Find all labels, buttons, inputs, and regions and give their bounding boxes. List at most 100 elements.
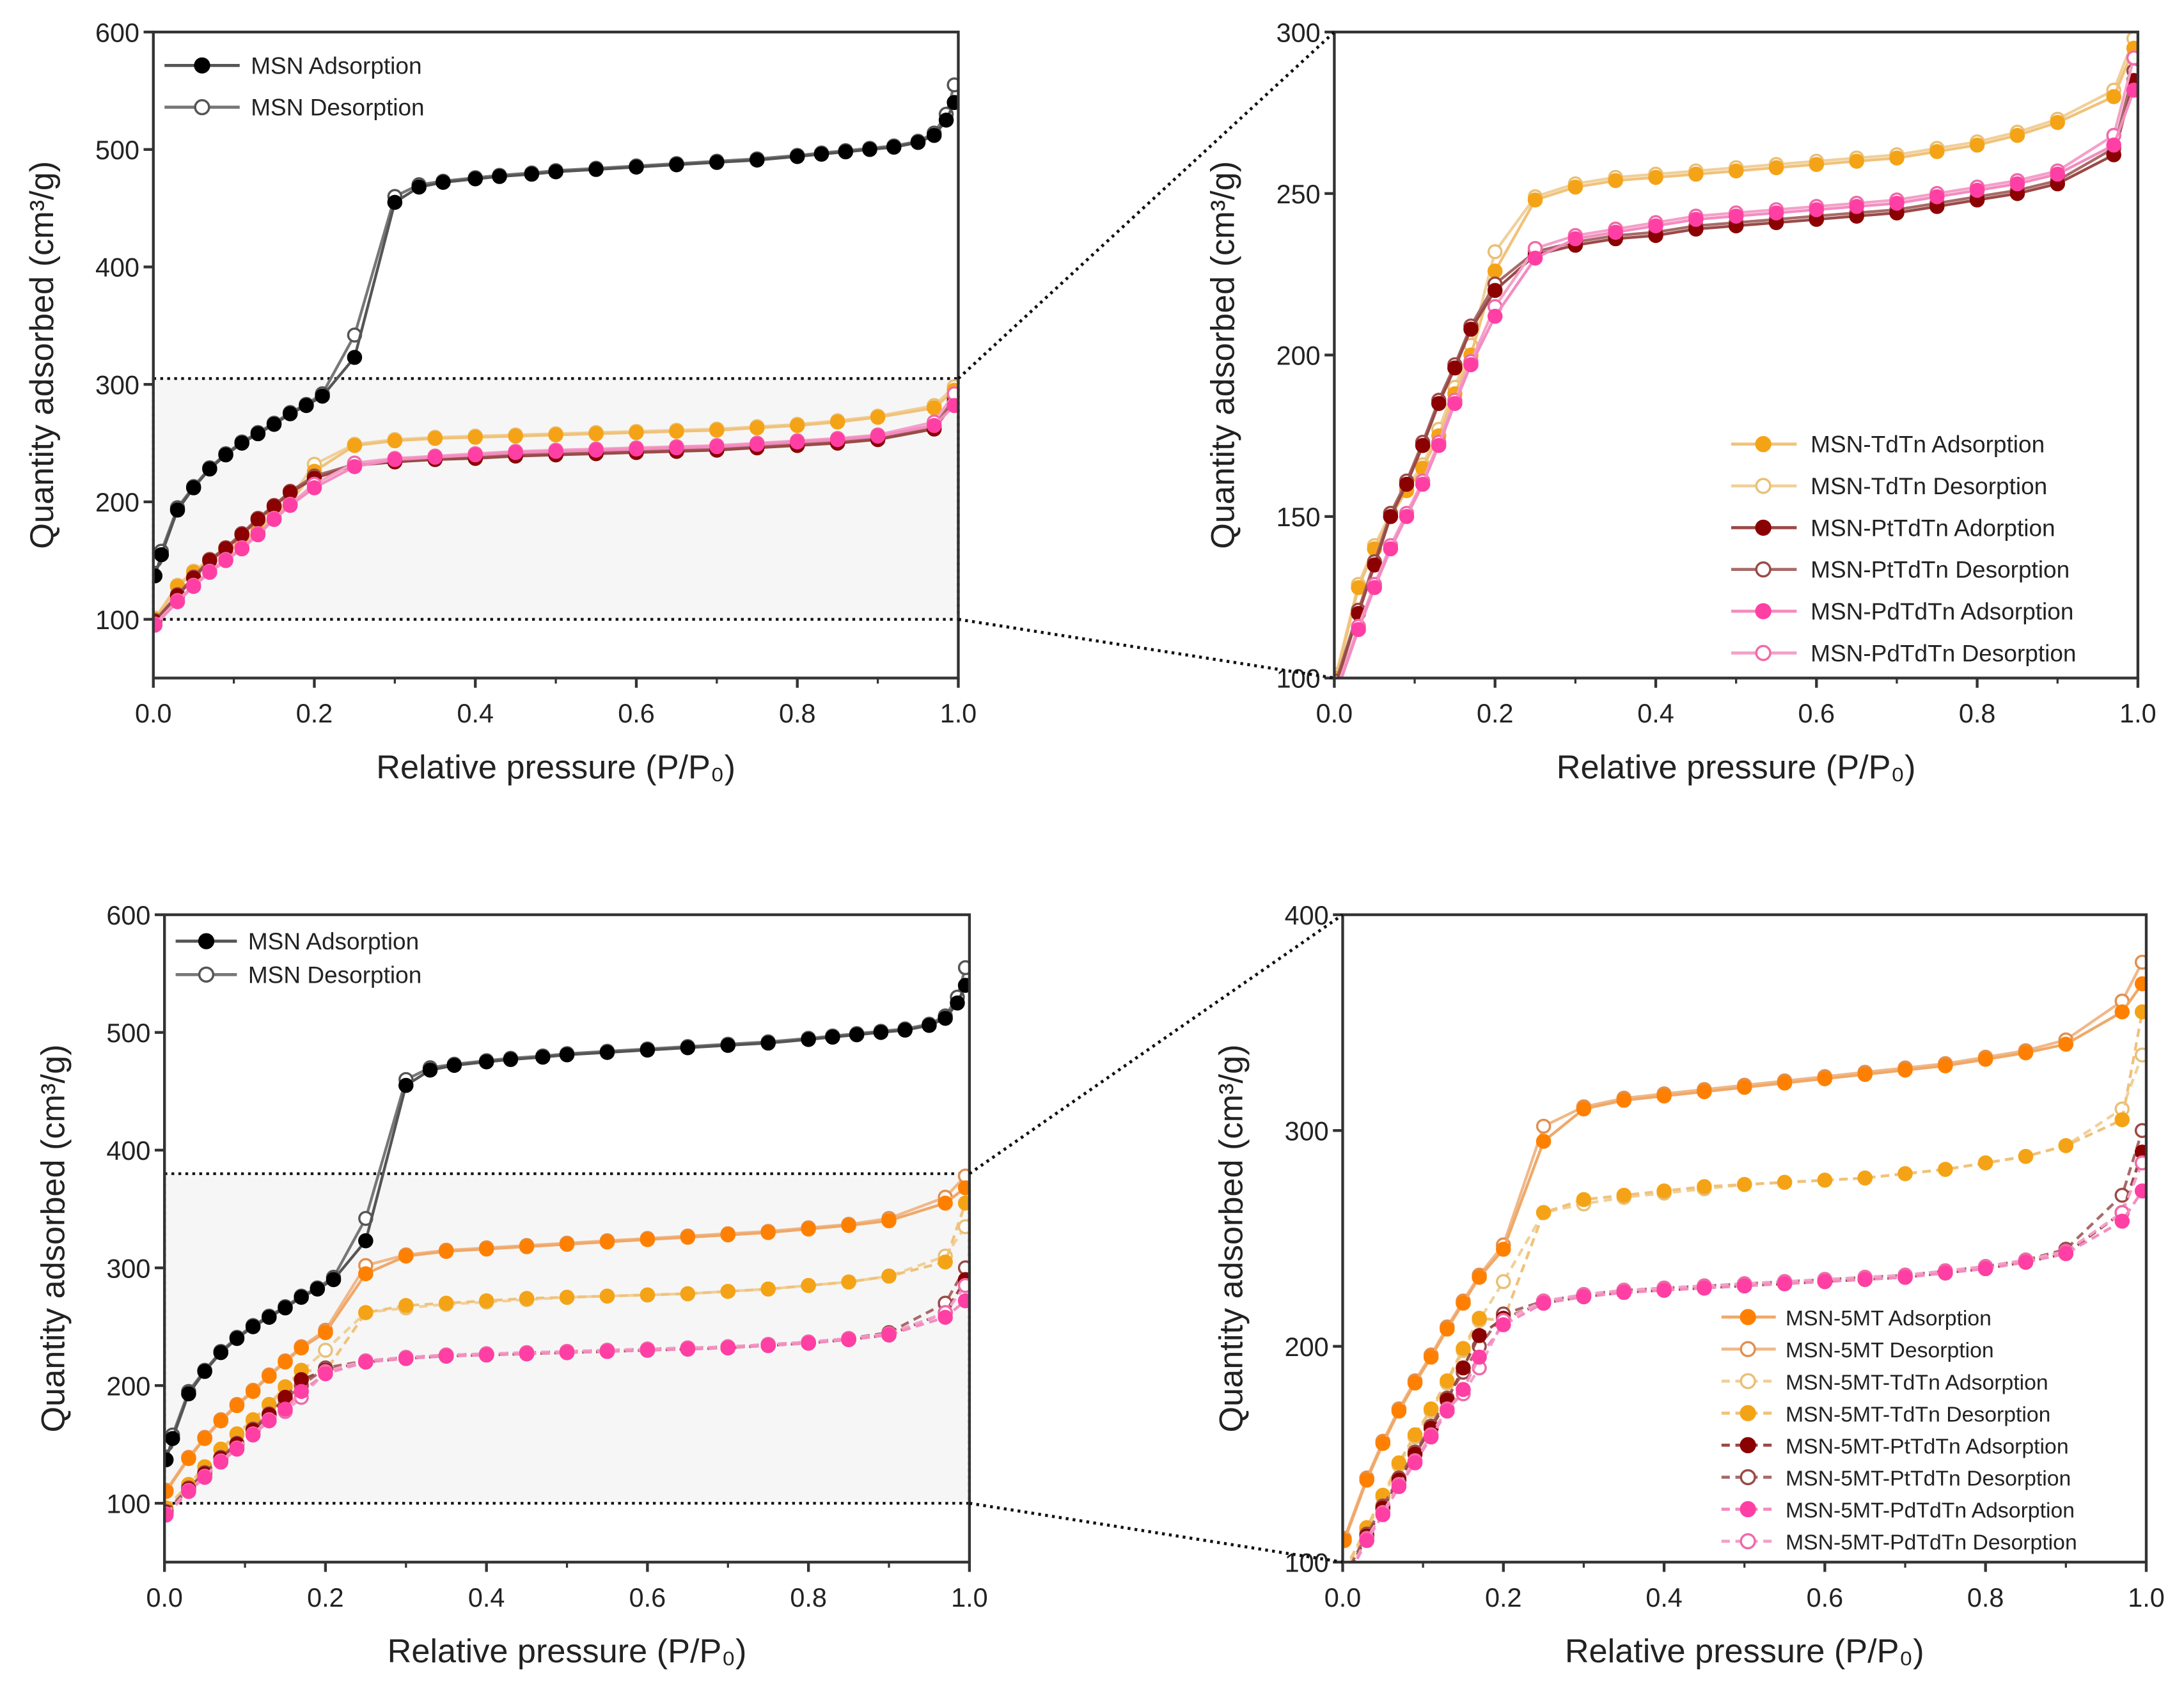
data-point-msn_ads (801, 1032, 816, 1047)
data-point-msn_ads (181, 1386, 196, 1401)
data-point-pd_ads (548, 444, 563, 459)
legend-item: MSN-5MT-PtTdTn Desorption (1721, 1467, 2071, 1491)
data-point-mt_ads (1616, 1093, 1632, 1108)
data-point-mttd_des (680, 1286, 696, 1302)
data-point-mtpd_ads (841, 1332, 856, 1348)
data-point-mt_ads (640, 1232, 656, 1247)
legend-item: MSN Desorption (175, 961, 421, 988)
data-point-mtpd_ads (720, 1340, 736, 1355)
data-point-mt_ads (245, 1384, 261, 1400)
series-line-msn_ads (164, 985, 967, 1460)
legend-marker (1755, 436, 1772, 453)
legend-item: MSN Desorption (164, 94, 425, 121)
data-point-mtpd_ads (1857, 1272, 1873, 1287)
data-point-msn_ads (559, 1047, 575, 1063)
data-point-mtpt_ads (1456, 1360, 1471, 1376)
data-point-pd_ads (789, 434, 805, 450)
data-point-msn_ads (347, 350, 363, 365)
data-point-mttd_des (2058, 1138, 2074, 1153)
data-point-tdtn_ads (1527, 192, 1543, 208)
data-point-mttd_des (881, 1268, 897, 1284)
data-point-pd_ads (1688, 212, 1704, 227)
data-point-mt_des (1536, 1118, 1552, 1134)
legend-label: MSN-5MT-TdTn Desorption (1786, 1402, 2050, 1426)
data-point-pt_ads (1415, 437, 1431, 453)
y-tick-label: 400 (106, 1136, 150, 1166)
data-point-pt_ads (1399, 476, 1415, 492)
data-point-mt_ads (1576, 1101, 1592, 1117)
data-point-msn_ads (813, 146, 829, 162)
legend-marker (1740, 1405, 1756, 1421)
data-point-msn_ads (669, 157, 684, 173)
data-point-mtpd_ads (1656, 1283, 1672, 1298)
data-point-msn_ads (947, 95, 959, 111)
data-point-pt_ads (250, 511, 266, 527)
data-point-mtpd_ads (1977, 1261, 1993, 1277)
data-point-tdtn_ads (1487, 263, 1503, 279)
x-axis-label: Relative pressure (P/P₀) (388, 1633, 747, 1670)
data-point-mtpt_des (1338, 1571, 1351, 1584)
data-point-mttd_des (599, 1288, 615, 1304)
data-point-msn_ads (411, 179, 427, 195)
legend-label: MSN-PtTdTn Desorption (1811, 556, 2070, 583)
legend-marker (1740, 1437, 1756, 1454)
data-point-mt_ads (841, 1217, 856, 1233)
data-point-mt_ads (438, 1244, 454, 1260)
data-point-msn_ads (202, 461, 217, 477)
data-point-mtpd_ads (760, 1338, 776, 1354)
x-tick-label: 0.8 (790, 1583, 827, 1612)
legend-item: MSN-TdTn Desorption (1731, 472, 2047, 499)
data-point-msn_ads (446, 1057, 462, 1073)
legend: MSN Adsorption MSN Desorption (164, 52, 425, 121)
data-point-mtpd_ads (438, 1348, 454, 1364)
data-point-pd_ads (588, 442, 604, 458)
data-point-pd_ads (1969, 182, 1985, 198)
x-tick-label: 0.6 (1798, 699, 1835, 728)
data-point-msn_ads (299, 398, 314, 414)
legend-marker (198, 933, 215, 949)
data-point-pd_ads (1399, 509, 1415, 524)
legend-label: MSN-5MT Desorption (1786, 1338, 1994, 1362)
data-point-mttd_ads (1338, 1566, 1351, 1579)
x-tick-label: 0.4 (1646, 1583, 1682, 1612)
data-point-tdtn_ads (669, 423, 684, 439)
data-point-msn_ads (524, 166, 540, 182)
x-tick-label: 0.8 (1959, 699, 1996, 728)
data-point-pd_ads (1383, 541, 1399, 557)
data-point-mtpd_ads (229, 1441, 245, 1457)
data-point-pd_ads (1849, 199, 1864, 214)
data-point-tdtn_ads (1889, 150, 1905, 166)
x-tick-label: 0.6 (618, 699, 655, 728)
legend-item: MSN Adsorption (175, 928, 419, 955)
legend-label: MSN-5MT-PtTdTn Desorption (1786, 1467, 2071, 1491)
y-tick-label: 250 (1277, 180, 1321, 209)
legend-item: MSN-5MT-TdTn Adsorption (1721, 1370, 2048, 1394)
zoom-connector-line (958, 618, 1335, 680)
series-line-msn_ads (153, 102, 956, 577)
legend-marker (198, 966, 215, 983)
data-point-mttd_des (2134, 1004, 2146, 1020)
data-point-mtpd_ads (2134, 1183, 2146, 1199)
data-point-msn_ads (588, 162, 604, 177)
x-tick-label: 0.8 (779, 699, 816, 728)
data-point-mtpd_ads (599, 1343, 615, 1359)
x-axis-label: Relative pressure (P/P₀) (376, 749, 735, 786)
data-point-mtpd_ads (197, 1469, 212, 1485)
data-point-msn_ads (169, 503, 185, 518)
legend-item: MSN-5MT-PdTdTn Desorption (1721, 1531, 2077, 1555)
data-point-mttd_des (801, 1277, 816, 1293)
data-point-pd_ads (1728, 208, 1744, 224)
y-tick-label: 100 (1285, 1549, 1329, 1578)
data-point-msn_ads (436, 175, 451, 190)
data-point-mttd_des (478, 1293, 494, 1309)
data-point-mtpd_ads (358, 1354, 373, 1370)
chart-top-right: 0.0 0.2 0.4 0.6 0.8 1.0100150200250300Relativ… (1205, 18, 2157, 786)
data-point-pd_ads (2050, 166, 2066, 182)
data-point-tdtn_ads (1567, 179, 1583, 195)
data-point-msn_des (957, 960, 970, 976)
legend-item: MSN-5MT-PdTdTn Adsorption (1721, 1499, 2075, 1523)
data-point-mtpd_ads (1777, 1276, 1793, 1291)
data-point-pd_ads (218, 553, 233, 568)
data-point-msn_ads (294, 1290, 309, 1305)
legend-marker (1755, 603, 1772, 620)
